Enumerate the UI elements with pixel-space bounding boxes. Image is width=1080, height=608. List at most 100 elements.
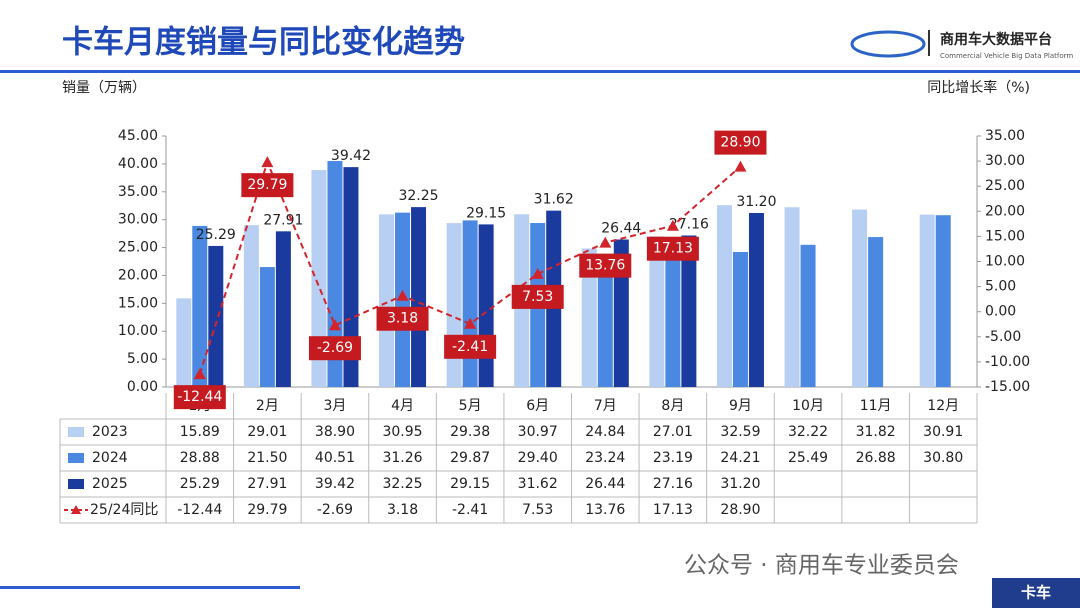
table-cell: 32.25 [382, 476, 422, 492]
table-cell: 27.91 [247, 476, 287, 492]
x-tick-label: 8月 [661, 398, 684, 414]
table-cell: 7.53 [522, 502, 553, 518]
data-label: 3.18 [387, 311, 418, 327]
y-axis-label: 销量（万辆） [62, 80, 146, 96]
data-label-box [646, 236, 699, 261]
table-cell: 21.50 [247, 450, 287, 466]
y-tick-label: 30.00 [118, 212, 158, 228]
data-label: 17.13 [653, 241, 693, 257]
y-tick-label: 45.00 [118, 128, 158, 144]
line-marker [531, 267, 544, 279]
bar [748, 212, 764, 387]
bar [732, 251, 748, 387]
brand-en: Commercial Vehicle Big Data Platform [940, 52, 1073, 60]
y-tick-label: 25.00 [118, 240, 158, 256]
bar [649, 236, 665, 387]
data-label-box [308, 336, 361, 361]
x-tick-label: 7月 [594, 398, 617, 414]
data-label: 27.91 [263, 212, 303, 228]
data-label: 29.79 [247, 177, 287, 193]
footer-rule [0, 586, 300, 589]
x-tick-label: 5月 [459, 398, 482, 414]
data-label: 31.20 [736, 194, 776, 210]
line-marker [396, 289, 409, 301]
table-cell: 29.15 [450, 476, 490, 492]
y2-tick-label: -10.00 [985, 354, 1030, 370]
table-cell: 31.82 [856, 424, 896, 440]
legend-swatch [68, 453, 84, 463]
table-cell: 31.20 [720, 476, 760, 492]
bar [275, 231, 291, 387]
y2-tick-label: -5.00 [985, 329, 1021, 345]
table-cell: 25.49 [788, 450, 828, 466]
table-cell: 29.01 [247, 424, 287, 440]
table-cell: 23.24 [585, 450, 625, 466]
y-tick-label: 40.00 [118, 156, 158, 172]
bar [597, 257, 613, 387]
y2-tick-label: 15.00 [985, 228, 1025, 244]
bar [411, 207, 427, 387]
data-label-box [444, 334, 497, 359]
table-cell: 26.88 [856, 450, 896, 466]
data-label: 26.44 [601, 221, 641, 237]
table-cell: 40.51 [315, 450, 355, 466]
table-cell: 26.44 [585, 476, 625, 492]
table-cell: 30.95 [382, 424, 422, 440]
legend-label: 2024 [92, 450, 128, 466]
table-cell: 29.38 [450, 424, 490, 440]
table-cell: 39.42 [315, 476, 355, 492]
bar [478, 224, 494, 387]
data-label-box [241, 173, 294, 198]
legend-swatch [68, 479, 84, 489]
y2-tick-label: 35.00 [985, 128, 1025, 144]
bar [379, 214, 395, 387]
bar [919, 214, 935, 387]
bar [208, 245, 224, 387]
legend-label: 25/24同比 [90, 502, 158, 518]
table-cell: 28.90 [720, 502, 760, 518]
data-label-box [511, 284, 564, 309]
y-tick-label: 15.00 [118, 295, 158, 311]
table-cell: 32.22 [788, 424, 828, 440]
table-cell: 3.18 [387, 502, 418, 518]
table-cell: 24.84 [585, 424, 625, 440]
logo [850, 30, 930, 58]
data-label: 31.62 [534, 192, 574, 208]
table-cell: -2.69 [317, 502, 353, 518]
x-tick-label: 10月 [792, 398, 824, 414]
data-label-box [579, 253, 632, 278]
data-label-box [714, 130, 767, 155]
data-label: -12.44 [177, 389, 222, 405]
table-cell: 29.87 [450, 450, 490, 466]
bar [343, 167, 359, 387]
table-cell: -2.41 [452, 502, 488, 518]
bar [784, 207, 800, 387]
y2-tick-label: -15.00 [985, 379, 1030, 395]
x-tick-label: 9月 [729, 398, 752, 414]
y-tick-label: 5.00 [127, 351, 158, 367]
line-marker [666, 219, 679, 231]
x-tick-label: 4月 [391, 398, 414, 414]
data-label: 13.76 [585, 258, 625, 274]
table-cell: 17.13 [653, 502, 693, 518]
bar [800, 244, 816, 387]
y2-tick-label: 5.00 [985, 279, 1016, 295]
line-marker [328, 319, 341, 331]
data-label: 7.53 [522, 289, 553, 305]
table-cell: 31.26 [382, 450, 422, 466]
line-marker [734, 160, 747, 172]
legend-label: 2025 [92, 476, 128, 492]
bar [852, 209, 868, 387]
source: 公众号 · 商用车专业委员会 [684, 553, 959, 579]
bar [716, 205, 732, 387]
y2-tick-label: 30.00 [985, 153, 1025, 169]
data-label: 29.15 [466, 205, 506, 221]
table-cell: 27.16 [653, 476, 693, 492]
footer-tag-bg [992, 578, 1080, 608]
table-cell: 38.90 [315, 424, 355, 440]
bar [935, 215, 951, 387]
footer-tag: 卡车 [1021, 584, 1051, 602]
line-marker [193, 368, 206, 380]
bar [581, 248, 597, 387]
